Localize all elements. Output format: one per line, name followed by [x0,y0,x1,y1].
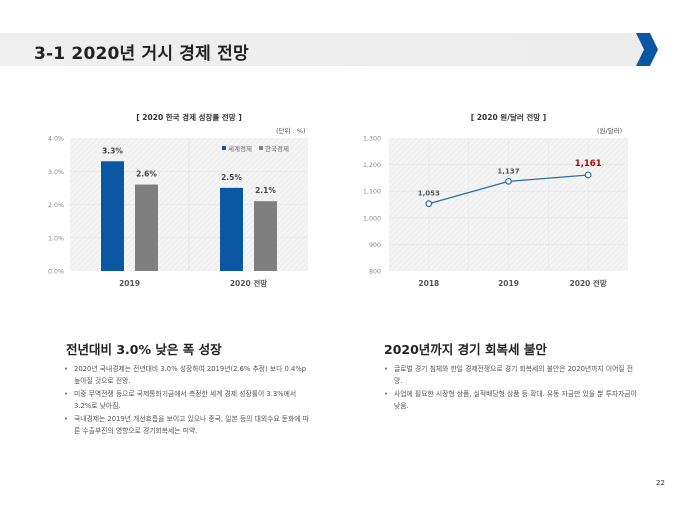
x-tick-label: 2019 [498,279,519,288]
page-title: 3-1 2020년 거시 경제 전망 [34,44,249,64]
bar-chart: 0.0% 1.0% 2.0% 3.0% 4.0% 3.3% 2.6% 2.5% 2.1% 20… [48,136,308,288]
x-tick-label: 2019 [119,279,140,288]
data-label: 1,161 [575,159,602,169]
legend-swatch-world [222,146,226,150]
left-section-heading: 전년대비 3.0% 낮은 폭 성장 [66,342,222,357]
right-bullet-list: 글로벌 경기 침체와 한일 경제전쟁으로 경기 회복세의 불안은 2020년까지… [384,364,638,414]
y-tick-label: 3.0% [48,169,64,176]
legend-swatch-korea [259,146,263,150]
data-label: 1,053 [418,190,440,198]
data-point [584,171,592,179]
line-chart-title: [ 2020 원/달러 전망 ] [470,113,547,122]
x-tick-label: 2018 [418,279,439,288]
x-tick-label: 2020 전망 [570,278,607,288]
bullet-item: 국내경제는 2019년 개선흐름을 보이고 있으나 중국, 일본 등의 대외수요… [64,414,312,437]
y-tick-label: 1,100 [363,189,381,196]
bar [101,161,124,271]
y-tick-label: 2.0% [48,202,64,209]
legend: 세계경제 한국경제 [222,144,289,153]
data-point [425,200,433,208]
bar [135,184,158,271]
y-tick-label: 800 [369,269,381,276]
bar-chart-unit: (단위 : %) [276,127,306,135]
legend-label-korea: 한국경제 [265,144,289,153]
legend-label-world: 세계경제 [228,144,252,153]
bullet-item: 사업에 필요한 시장형 상품, 실적배당형 상품 등 확대. 유동 자금만 있을… [384,389,638,412]
y-tick-label: 1,300 [363,136,381,143]
y-tick-label: 4.0% [48,136,64,143]
line-chart-unit: (원/달러) [597,127,623,135]
left-bullet-list: 2020년 국내경제는 전년대비 3.0% 성장하여 2019년(2.6% 추정… [64,364,312,439]
page-number: 22 [656,479,665,487]
bar-chart-title: [ 2020 한국 경제 성장률 전망 ] [136,113,242,122]
y-tick-label: 0.0% [48,269,64,276]
data-label: 2.5% [221,173,242,182]
bullet-item: 2020년 국내경제는 전년대비 3.0% 성장하여 2019년(2.6% 추정… [64,364,312,387]
line-chart: 800 900 1,000 1,100 1,200 1,300 1,053 1,137 1,1… [363,136,628,288]
data-label: 2.6% [136,170,157,179]
right-section-heading: 2020년까지 경기 회복세 불안 [384,342,547,357]
bullet-item: 글로벌 경기 침체와 한일 경제전쟁으로 경기 회복세의 불안은 2020년까지… [384,364,638,387]
x-tick-label: 2020 전망 [230,278,267,288]
data-label: 3.3% [102,146,123,155]
y-tick-label: 900 [369,242,381,249]
bar [220,187,243,271]
data-label: 2.1% [255,186,276,195]
y-tick-label: 1,200 [363,162,381,169]
data-label: 1,137 [497,167,519,175]
chevron-right-icon [636,33,658,66]
bar [254,201,277,271]
data-point [505,177,512,185]
y-tick-label: 1,000 [363,215,381,222]
y-tick-label: 1.0% [48,235,64,242]
bullet-item: 미중 무역전쟁 등으로 국제통화기금에서 측정한 세계 경제 성장률이 3.3%… [64,389,312,412]
